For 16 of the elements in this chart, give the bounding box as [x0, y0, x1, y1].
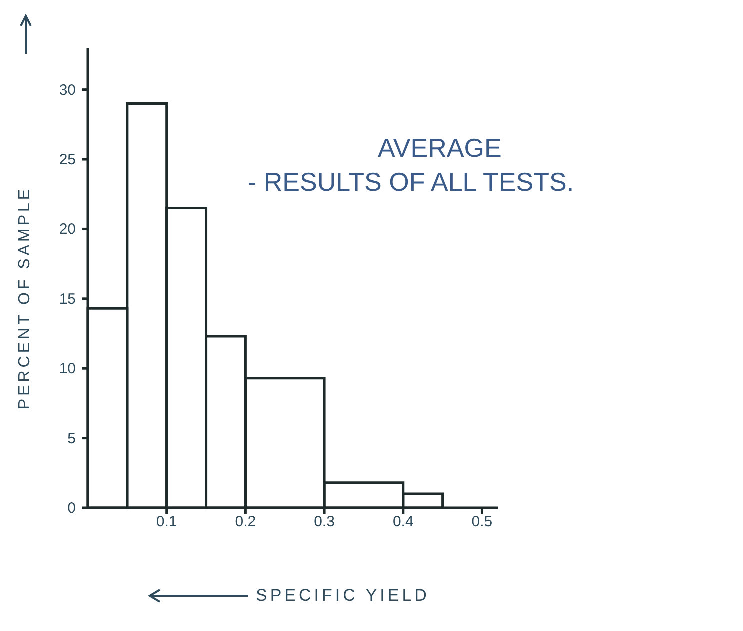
y-tick-label: 30	[59, 82, 76, 99]
y-tick-label: 20	[59, 221, 76, 238]
x-tick-label: 0.4	[392, 514, 414, 531]
x-tick-label: 0.2	[235, 514, 256, 531]
y-tick-label: 5	[68, 430, 76, 448]
y-tick-label: 0	[68, 500, 76, 517]
y-tick-label: 15	[59, 290, 76, 308]
x-axis-title: SPECIFIC YIELD	[256, 586, 430, 606]
x-tick-label: 0.1	[156, 514, 178, 531]
y-tick-label: 10	[59, 360, 76, 378]
x-tick-label: 0.3	[314, 514, 335, 531]
y-tick-label: 25	[59, 152, 76, 169]
y-axis-title: PERCENT OF SAMPLE	[17, 186, 35, 410]
annotation: AVERAGE	[378, 133, 502, 164]
x-tick-label: 0.5	[472, 514, 493, 531]
annotation: - RESULTS OF ALL TESTS.	[248, 167, 574, 198]
